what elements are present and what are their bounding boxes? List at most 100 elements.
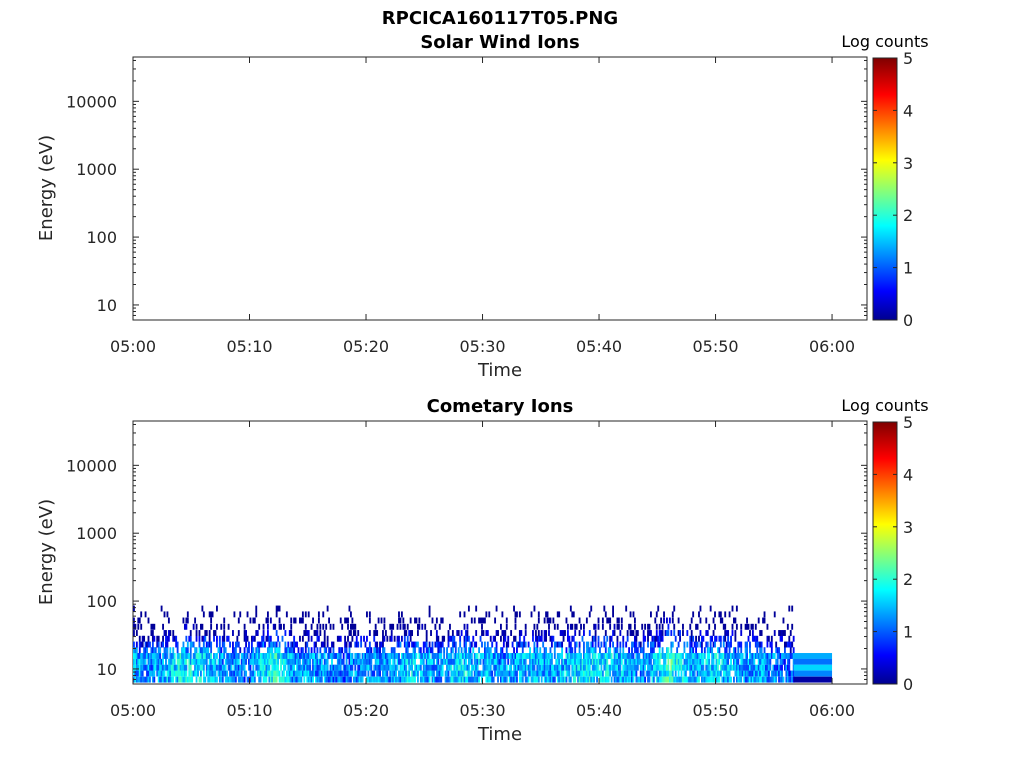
spectrogram-cell (580, 658, 582, 665)
spectrogram-cell (636, 630, 639, 636)
spectrogram-cell (539, 658, 542, 665)
spectrogram-cell (789, 647, 792, 654)
spectrogram-cell (679, 653, 681, 659)
spectrogram-cell (149, 658, 151, 665)
spectrogram-cell (453, 635, 456, 642)
spectrogram-cell (137, 617, 140, 624)
spectrogram-cell (250, 635, 253, 642)
spectrogram-cell (134, 647, 137, 654)
spectrogram-cell (654, 635, 657, 642)
spectrogram-cell (571, 635, 574, 642)
spectrogram-cell (536, 635, 539, 642)
tail-block-cell (793, 670, 833, 677)
spectrogram-cell (304, 658, 307, 665)
spectrogram-cell (597, 635, 600, 642)
spectrogram-cell (192, 658, 195, 665)
spectrogram-cell (294, 658, 297, 665)
spectrogram-cell (204, 630, 207, 636)
spectrogram-cell (746, 664, 748, 671)
spectrogram-cell (149, 653, 151, 659)
spectrogram-cell (396, 635, 399, 642)
solar-wind-y-label: Energy (eV) (36, 135, 57, 241)
spectrogram-cell (762, 653, 764, 659)
spectrogram-cell (654, 641, 657, 648)
spectrogram-cell (689, 641, 692, 648)
spectrogram-cell (303, 676, 306, 683)
spectrogram-cell (411, 641, 414, 648)
spectrogram-cell (408, 658, 411, 665)
spectrogram-cell (638, 653, 641, 659)
spectrogram-cell (380, 658, 383, 665)
spectrogram-cell (418, 664, 421, 671)
spectrogram-cell (377, 647, 380, 654)
spectrogram-cell (666, 676, 668, 683)
spectrogram-cell (715, 653, 718, 659)
spectrogram-cell (336, 635, 339, 642)
spectrogram-cell (529, 653, 531, 659)
spectrogram-cell (540, 658, 543, 665)
spectrogram-cell (435, 635, 438, 642)
spectrogram-cell (360, 670, 363, 677)
spectrogram-cell (415, 641, 418, 648)
spectrogram-cell (414, 641, 416, 648)
spectrogram-cell (323, 664, 326, 671)
spectrogram-cell (686, 676, 689, 683)
spectrogram-cell (507, 658, 510, 665)
spectrogram-cell (730, 658, 732, 665)
spectrogram-cell (319, 664, 322, 671)
spectrogram-cell (559, 630, 562, 636)
spectrogram-cell (313, 647, 316, 654)
spectrogram-cell (357, 664, 360, 671)
spectrogram-cell (317, 617, 320, 624)
spectrogram-cell (169, 653, 172, 659)
spectrogram-cell (527, 670, 530, 677)
spectrogram-cell (390, 630, 393, 636)
spectrogram-cell (568, 641, 571, 648)
spectrogram-cell (514, 664, 517, 671)
spectrogram-cell (325, 664, 328, 671)
spectrogram-cell (641, 670, 644, 677)
spectrogram-cell (386, 658, 389, 665)
spectrogram-cell (211, 664, 214, 671)
spectrogram-cell (785, 641, 788, 648)
spectrogram-cell (408, 641, 411, 648)
spectrogram-cell (759, 630, 762, 636)
spectrogram-cell (262, 658, 265, 665)
spectrogram-cell (594, 670, 597, 677)
spectrogram-cell (616, 676, 619, 683)
spectrogram-cell (399, 658, 402, 665)
spectrogram-cell (437, 670, 440, 677)
spectrogram-cell (577, 676, 580, 683)
spectrogram-cell (450, 664, 453, 671)
spectrogram-cell (585, 617, 588, 624)
spectrogram-cell (475, 670, 478, 677)
spectrogram-cell (658, 635, 661, 642)
spectrogram-cell (367, 670, 370, 677)
spectrogram-cell (657, 653, 660, 659)
spectrogram-cell (237, 653, 240, 659)
spectrogram-cell (425, 630, 428, 636)
spectrogram-cell (747, 670, 750, 677)
spectrogram-cell (248, 676, 250, 683)
spectrogram-cell (753, 670, 756, 677)
spectrogram-cell (655, 676, 658, 683)
spectrogram-cell (718, 611, 721, 618)
spectrogram-cell (530, 611, 533, 618)
spectrogram-cell (154, 653, 157, 659)
spectrogram-cell (481, 653, 483, 659)
spectrogram-cell (232, 676, 234, 683)
spectrogram-cell (765, 676, 767, 683)
spectrogram-cell (280, 664, 282, 671)
spectrogram-cell (240, 653, 243, 659)
spectrogram-cell (585, 641, 588, 648)
spectrogram-cell (449, 635, 451, 642)
spectrogram-cell (383, 653, 386, 659)
spectrogram-cell (383, 664, 386, 671)
spectrogram-cell (243, 676, 246, 683)
spectrogram-cell (655, 623, 658, 630)
spectrogram-cell (374, 641, 377, 648)
spectrogram-cell (684, 653, 687, 659)
spectrogram-cell (218, 635, 221, 642)
spectrogram-cell (556, 641, 559, 648)
spectrogram-cell (409, 653, 412, 659)
